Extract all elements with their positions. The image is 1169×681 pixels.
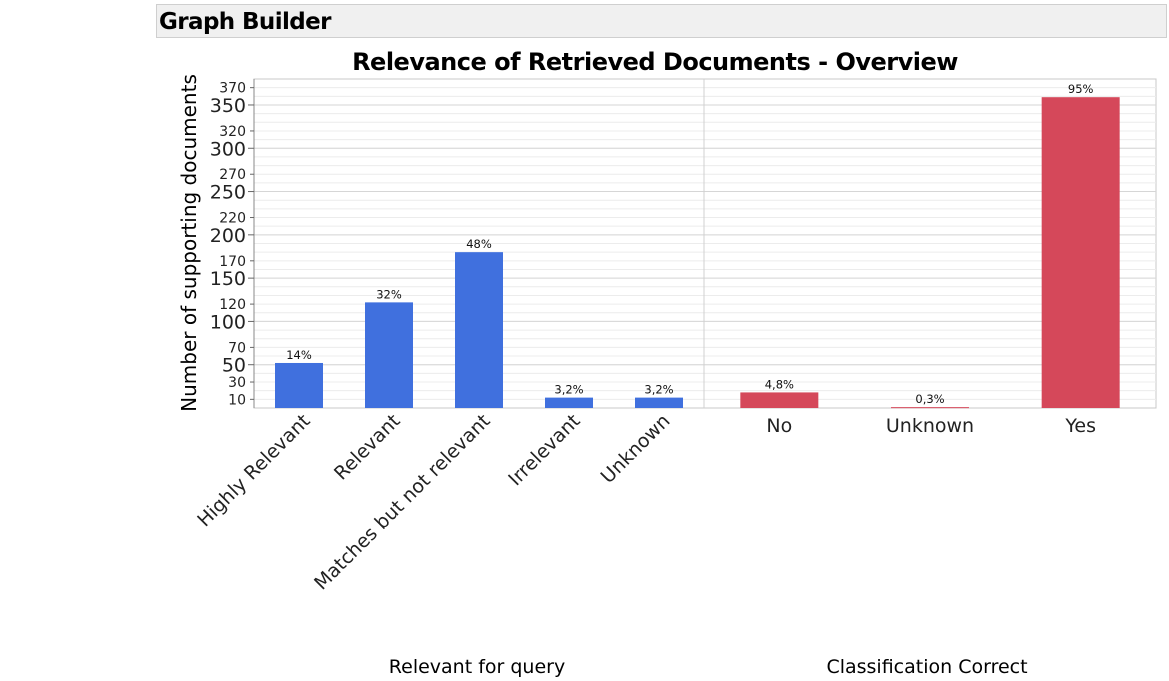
y-tick-label: 250 xyxy=(210,182,246,204)
x-tick-label: Unknown xyxy=(886,415,974,437)
y-tick-label: 300 xyxy=(210,138,246,160)
x-axis-title-relevant-for-query: Relevant for query xyxy=(389,656,565,678)
x-tick-label: Relevant xyxy=(330,410,405,485)
y-tick-label: 100 xyxy=(210,311,246,333)
y-tick-label: 70 xyxy=(228,340,246,356)
x-tick-label: Yes xyxy=(1064,415,1096,437)
bar-highly-relevant xyxy=(275,362,323,408)
y-tick-label: 50 xyxy=(222,355,246,377)
chart-title: Relevance of Retrieved Documents - Overv… xyxy=(352,48,958,76)
data-label: 3,2% xyxy=(554,383,583,397)
y-tick-label: 200 xyxy=(210,225,246,247)
x-tick-label: Highly Relevant xyxy=(193,410,314,531)
y-tick-label: 350 xyxy=(210,95,246,117)
y-tick-label: 270 xyxy=(219,167,246,183)
data-label: 14% xyxy=(286,348,312,362)
data-label: 48% xyxy=(466,237,492,251)
y-tick-label: 30 xyxy=(228,375,246,391)
bar-no xyxy=(740,392,819,408)
bar-unknown xyxy=(891,407,969,409)
data-label: 4,8% xyxy=(765,377,794,391)
window-title: Graph Builder xyxy=(159,9,331,35)
data-label: 95% xyxy=(1068,82,1094,96)
data-label: 3,2% xyxy=(644,383,673,397)
x-axis-title-classification-correct: Classification Correct xyxy=(826,656,1027,678)
bar-yes xyxy=(1041,97,1120,408)
y-tick-label: 220 xyxy=(219,211,246,227)
y-tick-label: 10 xyxy=(228,392,246,408)
x-tick-label: Irrelevant xyxy=(504,410,584,490)
y-axis-title: Number of supporting documents xyxy=(177,74,201,412)
x-tick-label: Unknown xyxy=(597,410,675,488)
x-tick-label: Matches but not relevant xyxy=(310,410,494,594)
x-tick-label: No xyxy=(766,415,792,437)
graph-builder-header: Graph Builder xyxy=(156,4,1167,38)
y-tick-label: 150 xyxy=(210,268,246,290)
bar-matches-but-not-relevant xyxy=(455,252,503,408)
bar-unknown xyxy=(635,397,683,408)
bar-relevant xyxy=(365,302,413,408)
data-label: 32% xyxy=(376,287,402,301)
y-tick-label: 370 xyxy=(219,81,246,97)
y-tick-label: 170 xyxy=(219,254,246,270)
y-tick-label: 120 xyxy=(219,297,246,313)
bar-irrelevant xyxy=(545,397,593,408)
y-tick-label: 320 xyxy=(219,124,246,140)
data-label: 0,3% xyxy=(915,392,944,406)
